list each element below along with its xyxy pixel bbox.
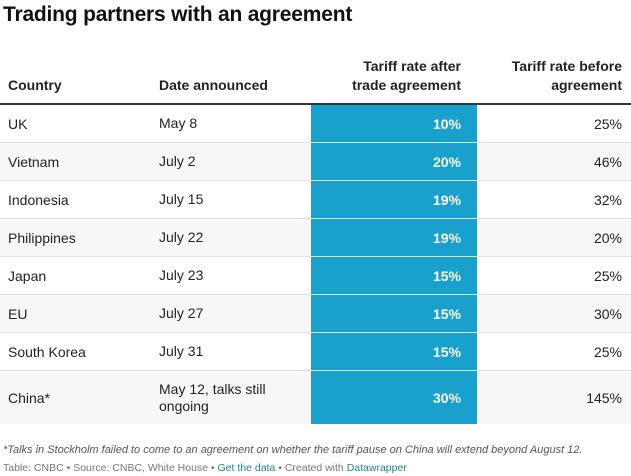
get-the-data-link[interactable]: Get the data — [217, 462, 276, 474]
country-cell: Japan — [8, 267, 47, 284]
tariff-after-cell: 15% — [311, 295, 477, 332]
datawrapper-link[interactable]: Datawrapper — [346, 462, 407, 474]
column-header-tariff-after-line2: trade agreement — [352, 77, 461, 93]
country-cell: China* — [8, 389, 51, 406]
source-prefix: Table: CNBC • Source: CNBC, White House … — [3, 462, 218, 474]
source-middle: • Created with — [275, 462, 347, 474]
date-cell: July 15 — [159, 191, 204, 207]
tariff-before-cell: 46% — [593, 153, 622, 170]
table-row: Vietnam July 2 20% 46% — [0, 143, 631, 181]
source-line: Table: CNBC • Source: CNBC, White House … — [3, 462, 407, 474]
tariff-before-cell: 30% — [593, 305, 622, 322]
table-row: Indonesia July 15 19% 32% — [0, 181, 631, 219]
column-header-tariff-before[interactable]: Tariff rate before agreement — [472, 57, 622, 95]
tariff-after-cell: 15% — [311, 257, 477, 294]
tariff-before-cell: 25% — [593, 267, 622, 284]
tariff-after-cell: 19% — [311, 181, 477, 218]
date-cell: May 12, talks still ongoing — [159, 371, 266, 424]
date-cell: July 31 — [159, 343, 204, 359]
tariff-before-cell: 25% — [593, 115, 622, 132]
country-cell: Indonesia — [8, 191, 69, 208]
tariff-after-cell: 20% — [311, 143, 477, 180]
table-row: Japan July 23 15% 25% — [0, 257, 631, 295]
country-cell: Vietnam — [8, 153, 60, 170]
column-header-tariff-after[interactable]: Tariff rate after trade agreement — [311, 57, 461, 95]
column-header-date[interactable]: Date announced — [159, 77, 268, 93]
tariff-before-cell: 25% — [593, 343, 622, 360]
tariff-after-cell: 30% — [311, 371, 477, 424]
chart-title: Trading partners with an agreement — [3, 3, 353, 26]
country-cell: EU — [8, 305, 28, 322]
date-cell-line1: May 12, talks still — [159, 380, 266, 397]
date-cell-line2: ongoing — [159, 397, 209, 414]
footnote: *Talks in Stockholm failed to come to an… — [3, 444, 583, 456]
date-cell: July 23 — [159, 267, 204, 283]
tariff-after-cell: 15% — [311, 333, 477, 370]
tariff-after-cell: 10% — [311, 105, 477, 142]
table-row: China* May 12, talks still ongoing 30% 1… — [0, 371, 631, 424]
table-row: EU July 27 15% 30% — [0, 295, 631, 333]
column-header-tariff-after-line1: Tariff rate after — [363, 58, 461, 74]
table-row: South Korea July 31 15% 25% — [0, 333, 631, 371]
table-header: Country Date announced Tariff rate after… — [0, 56, 631, 105]
column-header-tariff-before-line1: Tariff rate before — [511, 58, 622, 74]
table-row: Philippines July 22 19% 20% — [0, 219, 631, 257]
country-cell: UK — [8, 115, 28, 132]
agreements-table: Country Date announced Tariff rate after… — [0, 56, 631, 424]
date-cell: July 22 — [159, 229, 204, 245]
tariff-before-cell: 20% — [593, 229, 622, 246]
date-cell: July 2 — [159, 153, 196, 169]
table-row: UK May 8 10% 25% — [0, 105, 631, 143]
date-cell: July 27 — [159, 305, 204, 321]
tariff-before-cell: 32% — [593, 191, 622, 208]
country-cell: South Korea — [8, 343, 86, 360]
column-header-country[interactable]: Country — [8, 77, 62, 93]
tariff-before-cell: 145% — [586, 389, 622, 406]
tariff-after-cell: 19% — [311, 219, 477, 256]
country-cell: Philippines — [8, 229, 76, 246]
date-cell: May 8 — [159, 115, 198, 131]
column-header-tariff-before-line2: agreement — [551, 77, 622, 93]
